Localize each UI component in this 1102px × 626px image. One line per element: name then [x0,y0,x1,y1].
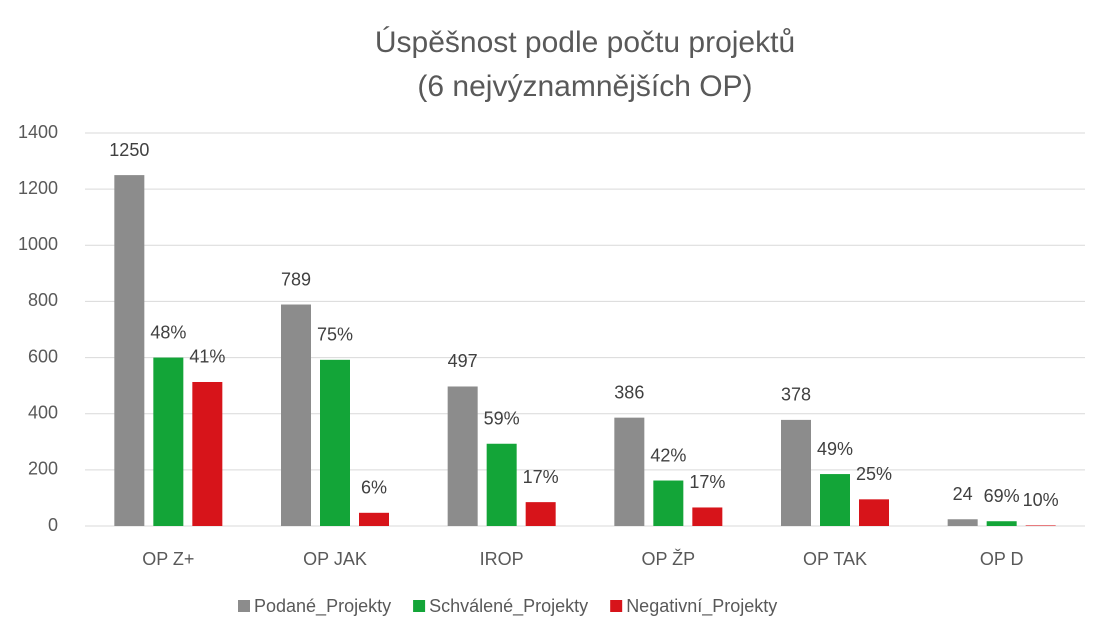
bar [359,512,389,526]
bar [692,507,723,526]
x-tick-label: OP ŽP [641,549,695,569]
data-label: 25% [856,464,892,484]
data-label: 69% [984,486,1020,506]
bar [781,419,811,526]
data-label: 48% [150,322,186,342]
data-label: 6% [361,478,387,498]
data-label: 49% [817,439,853,459]
bar [525,502,556,526]
data-label: 10% [1023,490,1059,510]
y-tick-label: 1400 [18,122,58,142]
bar [614,417,645,526]
data-label: 497 [448,351,478,371]
data-label: 17% [523,467,559,487]
legend-swatch [413,600,426,612]
data-label: 17% [689,472,725,492]
data-label: 42% [650,445,686,465]
bar [281,304,311,526]
data-label: 789 [281,269,311,289]
y-tick-label: 800 [28,290,58,310]
data-label: 59% [484,409,520,429]
x-tick-label: OP Z+ [142,549,194,569]
x-tick-label: IROP [480,549,524,569]
bar [653,480,684,526]
y-tick-label: 1200 [18,178,58,198]
bar [1025,525,1056,526]
chart-title: Úspěšnost podle počtu projektů [375,26,795,59]
y-tick-label: 400 [28,402,58,422]
bar [986,521,1017,526]
legend-label: Schválené_Projekty [429,596,588,617]
y-tick-label: 200 [28,459,58,479]
bar [114,175,145,526]
bar [820,474,850,526]
data-label: 1250 [109,140,149,160]
data-label: 386 [614,382,644,402]
bar [486,443,517,526]
data-label: 75% [317,325,353,345]
bar [859,499,889,526]
y-tick-label: 1000 [18,234,58,254]
bar [192,381,223,526]
bar [447,386,478,526]
legend-swatch [610,600,623,612]
bar [153,357,184,526]
bar [320,359,350,526]
data-label: 24 [953,484,973,504]
x-tick-label: OP TAK [803,549,867,569]
legend-label: Podané_Projekty [254,596,391,617]
bar [947,519,978,526]
legend-swatch [238,600,250,612]
x-tick-label: OP JAK [303,549,367,569]
y-tick-label: 0 [48,515,58,535]
data-label: 378 [781,385,811,405]
x-tick-label: OP D [980,549,1024,569]
chart-subtitle: (6 nejvýznamnějších OP) [417,70,752,103]
legend-label: Negativní_Projekty [626,596,777,617]
data-label: 41% [189,347,225,367]
y-tick-label: 600 [28,346,58,366]
